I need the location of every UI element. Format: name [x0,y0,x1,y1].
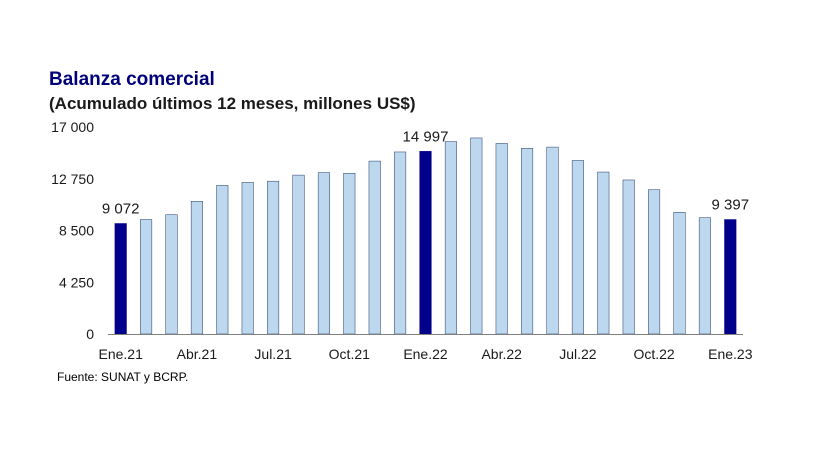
bar-mar-22 [470,137,483,335]
chart-title: Balanza comercial [49,69,215,90]
bar-ago-22 [597,171,610,335]
bar-oct-22 [648,189,661,335]
bar-sep-21 [317,172,330,335]
bar-dic-22 [698,217,711,335]
data-label: 14 997 [403,128,449,145]
y-tick-label: 17 000 [51,119,94,135]
bar-abr-21 [190,201,203,335]
bar-ene-23 [724,219,737,335]
x-tick-label: Ene.21 [99,346,144,362]
bar-ene-22 [419,151,432,335]
bar-nov-21 [368,160,381,335]
bar-sep-22 [622,179,635,335]
y-tick-label: 4 250 [59,274,94,290]
source-note: Fuente: SUNAT y BCRP. [57,370,189,384]
x-tick-label: Ene.23 [708,346,753,362]
x-axis: Ene.21 Abr.21 Jul.21 Oct.21 Ene.22 Abr.22 Jul.… [99,334,753,362]
bars [114,137,737,335]
x-tick-label: Oct.21 [329,346,370,362]
y-tick-label: 0 [86,326,94,342]
bar-jul-22 [571,160,584,335]
y-tick-label: 8 500 [59,223,94,239]
bar-may-21 [216,185,229,335]
bar-jun-22 [546,146,559,335]
chart-subtitle: (Acumulado últimos 12 meses, millones US… [49,94,416,113]
x-tick-label: Ene.22 [403,346,448,362]
x-tick-label: Abr.21 [177,346,218,362]
x-tick-label: Jul.21 [254,346,292,362]
bar-jul-21 [267,180,280,335]
bar-oct-21 [343,173,356,335]
bar-dic-21 [394,151,407,335]
bar-ene-21 [114,223,127,335]
bar-ago-21 [292,174,305,335]
x-tick-label: Abr.22 [481,346,522,362]
x-tick-label: Jul.22 [559,346,597,362]
bar-feb-21 [140,219,153,335]
bar-nov-22 [673,211,686,335]
data-label: 9 397 [712,197,750,214]
y-tick-label: 12 750 [51,171,94,187]
bar-jun-21 [241,182,254,335]
bar-mar-21 [165,214,178,335]
y-axis: 0 4 250 8 500 12 750 17 000 [51,119,94,342]
x-tick-label: Oct.22 [633,346,674,362]
data-label: 9 072 [102,201,140,218]
bar-feb-22 [444,141,457,335]
bar-may-22 [521,148,534,335]
data-labels: 9 072 14 997 9 397 [102,128,749,217]
bar-abr-22 [495,143,508,335]
